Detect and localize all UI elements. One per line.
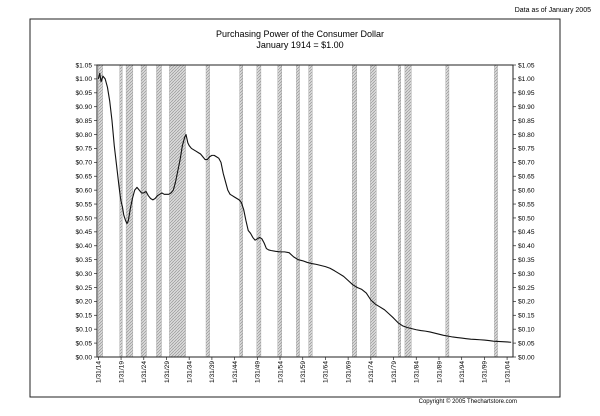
y-tick-label-left: $0.60 <box>75 187 92 194</box>
y-tick-label-right: $0.65 <box>518 174 535 181</box>
recession-band-3 <box>140 64 147 358</box>
y-tick-label-left: $0.80 <box>75 132 92 139</box>
y-axis-right: $0.00 $0.05 $0.10 $0.15 $0.20 $0.25 $0.30 $0.35… <box>513 62 535 361</box>
x-tick-label: 1/31/84 <box>414 361 421 383</box>
recession-band-14 <box>397 64 401 358</box>
y-tick-label-left: $0.90 <box>75 104 92 111</box>
x-tick-label: 1/31/14 <box>96 361 103 383</box>
x-axis: 1/31/14 1/31/19 1/31/24 1/31/29 1/31/34 1/31/… <box>96 357 511 383</box>
y-tick-label-right: $0.95 <box>518 90 535 97</box>
recession-band-15 <box>404 64 412 358</box>
purchasing-power-line <box>97 72 512 343</box>
recession-band-0 <box>98 64 103 358</box>
y-axis-left: $0.00 $0.05 $0.10 $0.15 $0.20 $0.25 $0.30 $0.35… <box>75 62 97 361</box>
y-tick-label-left: $0.40 <box>75 243 92 250</box>
chart-subtitle: January 1914 = $1.00 <box>256 40 343 50</box>
x-tick-label: 1/31/39 <box>209 361 216 383</box>
recession-band-17 <box>494 64 498 358</box>
x-tick-label: 1/31/74 <box>368 361 375 383</box>
recession-band-4 <box>156 64 162 358</box>
x-tick-label: 1/31/54 <box>277 361 284 383</box>
x-tick-label: 1/31/59 <box>300 361 307 383</box>
x-tick-label: 1/31/19 <box>118 361 125 383</box>
recession-band-6 <box>205 64 210 358</box>
y-tick-label-right: $0.85 <box>518 118 535 125</box>
x-tick-label: 1/31/89 <box>436 361 443 383</box>
y-tick-label-left: $0.25 <box>75 285 92 292</box>
copyright: Copyright © 2005 Thechartstore.com <box>419 398 517 405</box>
y-tick-label-right: $0.60 <box>518 187 535 194</box>
recession-band-9 <box>277 64 282 358</box>
y-tick-label-right: $0.05 <box>518 340 535 347</box>
recession-band-11 <box>308 64 313 358</box>
x-tick-label: 1/31/99 <box>482 361 489 383</box>
y-tick-label-right: $0.00 <box>518 354 535 361</box>
y-tick-label-right: $0.90 <box>518 104 535 111</box>
chart-title: Purchasing Power of the Consumer Dollar <box>216 29 384 39</box>
y-tick-label-right: $0.35 <box>518 257 535 264</box>
y-tick-label-left: $0.70 <box>75 160 92 167</box>
y-tick-label-left: $0.35 <box>75 257 92 264</box>
y-tick-label-left: $0.15 <box>75 313 92 320</box>
y-tick-label-left: $0.65 <box>75 174 92 181</box>
y-tick-label-right: $0.20 <box>518 299 535 306</box>
x-tick-label: 1/31/34 <box>186 361 193 383</box>
x-tick-label: 1/31/44 <box>232 361 239 383</box>
y-tick-label-right: $0.75 <box>518 146 535 153</box>
recession-band-8 <box>256 64 262 358</box>
recession-band-13 <box>370 64 377 358</box>
y-tick-label-left: $0.45 <box>75 229 92 236</box>
plot-frame <box>96 64 514 358</box>
recession-band-12 <box>352 64 357 358</box>
y-tick-label-right: $1.05 <box>518 62 535 69</box>
recession-shading <box>98 64 498 358</box>
recession-band-1 <box>119 64 123 358</box>
y-tick-label-left: $0.10 <box>75 326 92 333</box>
outer-frame <box>29 18 561 398</box>
y-tick-label-right: $0.80 <box>518 132 535 139</box>
x-tick-label: 1/31/64 <box>323 361 330 383</box>
y-tick-label-left: $0.85 <box>75 118 92 125</box>
y-tick-label-right: $0.30 <box>518 271 535 278</box>
y-tick-label-left: $1.05 <box>75 62 92 69</box>
y-tick-label-left: $1.00 <box>75 76 92 83</box>
y-tick-label-left: $0.05 <box>75 340 92 347</box>
y-tick-label-right: $0.55 <box>518 201 535 208</box>
y-tick-label-left: $0.00 <box>75 354 92 361</box>
y-tick-label-left: $0.55 <box>75 201 92 208</box>
x-tick-label: 1/31/04 <box>504 361 511 383</box>
y-tick-label-right: $0.15 <box>518 313 535 320</box>
y-tick-label-right: $1.00 <box>518 76 535 83</box>
corner-note: Data as of January 2005 <box>515 7 591 14</box>
y-tick-label-left: $0.50 <box>75 215 92 222</box>
x-tick-label: 1/31/79 <box>391 361 398 383</box>
x-tick-label: 1/31/94 <box>459 361 466 383</box>
y-tick-label-right: $0.45 <box>518 229 535 236</box>
y-tick-label-right: $0.50 <box>518 215 535 222</box>
recession-band-7 <box>239 64 243 358</box>
y-tick-label-right: $0.40 <box>518 243 535 250</box>
recession-band-16 <box>445 64 450 358</box>
recession-band-5 <box>169 64 186 358</box>
x-tick-label: 1/31/69 <box>345 361 352 383</box>
y-tick-label-left: $0.30 <box>75 271 92 278</box>
x-tick-label: 1/31/24 <box>141 361 148 383</box>
x-tick-label: 1/31/29 <box>164 361 171 383</box>
y-tick-label-left: $0.20 <box>75 299 92 306</box>
y-tick-label-right: $0.25 <box>518 285 535 292</box>
recession-band-10 <box>296 64 300 358</box>
y-tick-label-right: $0.70 <box>518 160 535 167</box>
y-tick-label-right: $0.10 <box>518 326 535 333</box>
y-tick-label-left: $0.75 <box>75 146 92 153</box>
x-tick-label: 1/31/49 <box>255 361 262 383</box>
y-tick-label-left: $0.95 <box>75 90 92 97</box>
